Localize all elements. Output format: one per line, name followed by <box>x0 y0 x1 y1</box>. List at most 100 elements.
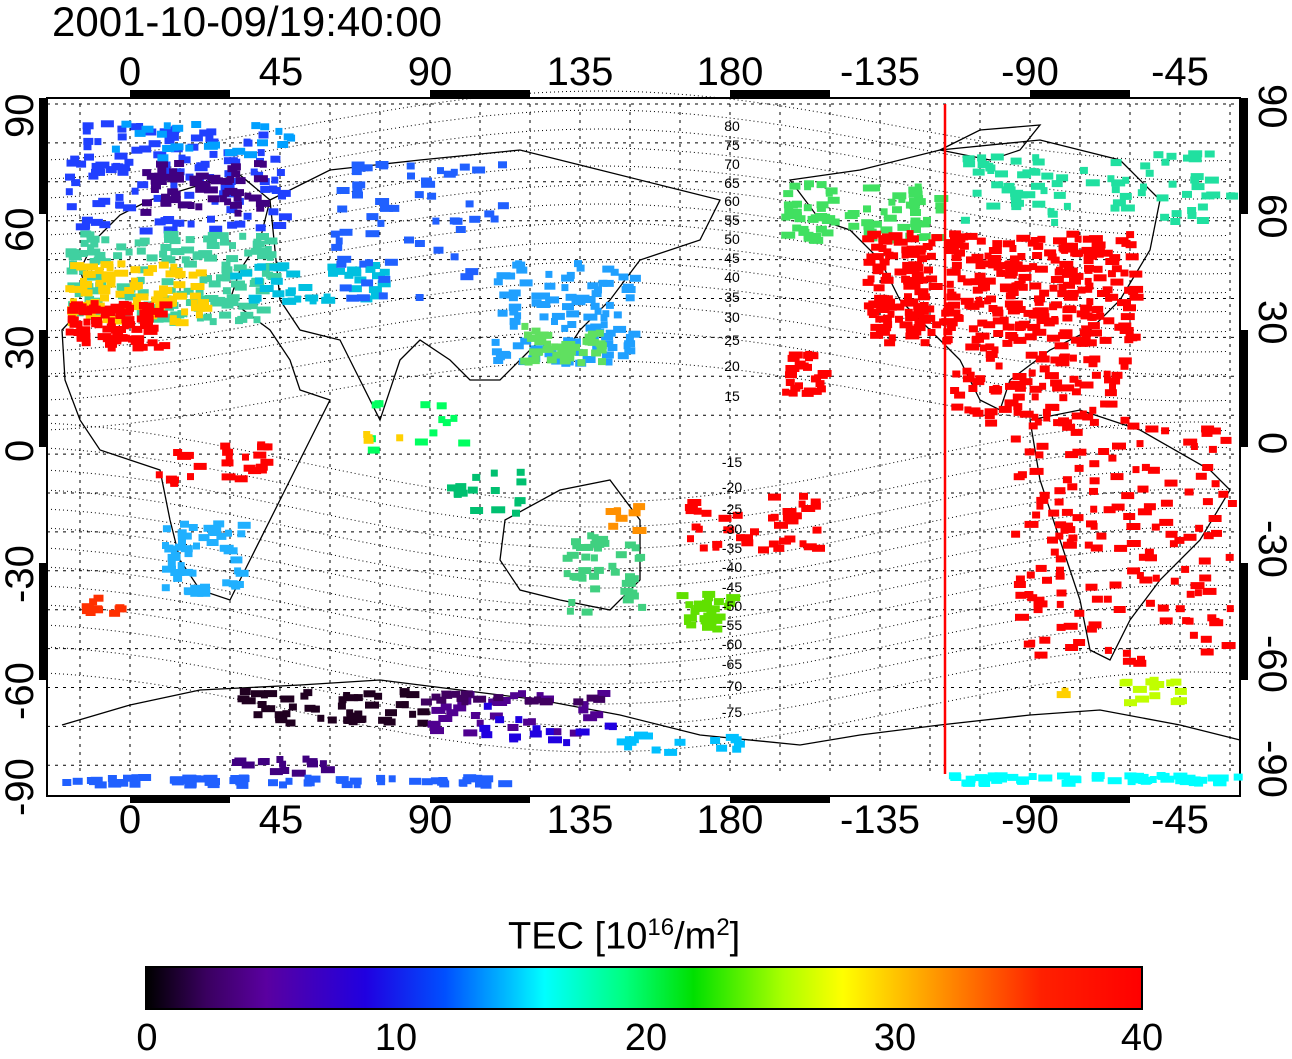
tec-cell <box>404 236 414 244</box>
tec-cell <box>1127 422 1140 430</box>
mlat-contour <box>46 584 1228 666</box>
tec-cell <box>1051 219 1059 226</box>
tec-cell <box>470 507 484 514</box>
tec-cell <box>174 160 185 167</box>
tec-cell <box>1036 502 1044 510</box>
tec-cell <box>1034 651 1048 659</box>
tec-cell <box>1199 776 1208 784</box>
tec-cell <box>990 387 1002 395</box>
tec-cell <box>687 499 702 506</box>
tec-cell <box>913 303 922 311</box>
tec-cell <box>571 298 586 306</box>
tec-cell <box>1058 332 1073 340</box>
tec-cell <box>195 311 203 319</box>
tec-cell <box>548 736 562 744</box>
tec-cell <box>948 291 957 299</box>
tec-cell <box>901 251 909 259</box>
tec-cell <box>406 691 420 699</box>
tec-cell <box>1115 237 1129 245</box>
tec-cell <box>321 296 336 304</box>
tec-cell <box>1019 410 1034 418</box>
tec-cell <box>1118 322 1132 330</box>
tec-cell <box>551 357 566 365</box>
tec-cell <box>1182 190 1192 198</box>
tec-cell <box>509 317 521 325</box>
tec-cell <box>972 286 983 294</box>
tec-cell <box>910 217 921 225</box>
mlat-label: -40 <box>721 559 743 575</box>
tec-cell <box>1056 174 1069 182</box>
tec-cell <box>699 604 710 612</box>
tec-cell <box>782 388 790 396</box>
tec-cell <box>195 203 203 211</box>
tec-cell <box>870 331 884 339</box>
tec-cell <box>1036 596 1045 604</box>
tec-cell <box>100 311 110 319</box>
tec-cell <box>704 594 713 602</box>
tec-cell <box>990 255 998 263</box>
tec-cell <box>479 724 491 732</box>
tec-cell <box>115 193 124 201</box>
tec-cell <box>676 592 689 600</box>
tec-cell <box>774 521 788 529</box>
tec-cell <box>977 161 990 168</box>
tec-cell <box>684 504 698 511</box>
mlat-contour <box>46 165 1228 237</box>
tec-cell <box>258 131 269 139</box>
tec-cell <box>285 719 296 727</box>
tec-cell <box>207 195 220 203</box>
tec-cell <box>545 728 554 736</box>
tec-cell <box>583 313 598 321</box>
tec-cell <box>279 760 287 768</box>
tec-cell <box>985 419 998 427</box>
tec-cell <box>1107 777 1122 785</box>
tec-cell <box>1066 538 1074 546</box>
tec-cell <box>1099 336 1112 344</box>
tec-cell <box>417 719 429 727</box>
tec-cell <box>311 775 321 783</box>
tec-cell <box>286 270 301 278</box>
tec-cell <box>1036 442 1049 450</box>
tec-cell <box>224 149 237 157</box>
tec-cell <box>1064 776 1076 784</box>
tec-cell <box>175 543 184 551</box>
tec-cell <box>909 328 922 336</box>
tec-cell <box>231 189 244 197</box>
tec-cell <box>209 225 223 233</box>
tec-cell <box>1093 243 1105 251</box>
tec-cell <box>90 218 103 226</box>
mlat-label: 30 <box>724 309 740 325</box>
tec-cell <box>964 301 974 309</box>
tec-cell <box>430 777 442 785</box>
tec-cell <box>1055 572 1065 580</box>
tec-cell <box>184 588 197 596</box>
tec-cell <box>982 277 996 285</box>
tec-cell <box>530 697 539 705</box>
tec-cell <box>1226 605 1234 613</box>
tec-cell <box>1054 498 1064 506</box>
tec-cell <box>702 623 713 631</box>
tec-cell <box>132 344 144 352</box>
tec-cell <box>1102 286 1113 294</box>
tec-cell <box>976 237 986 245</box>
tec-cell <box>910 209 921 216</box>
tec-cell <box>163 226 178 234</box>
tec-cell <box>209 150 218 158</box>
tec-cell <box>1009 245 1017 252</box>
tec-cell <box>117 125 127 133</box>
tec-cell <box>1012 393 1025 401</box>
tec-cell <box>1220 436 1232 444</box>
tec-cell <box>230 163 241 171</box>
tec-cell <box>572 542 580 550</box>
tec-cell <box>1216 774 1229 782</box>
tec-cell <box>241 761 255 769</box>
tec-cell <box>1031 182 1045 190</box>
mlat-label: 25 <box>724 332 740 348</box>
tec-cell <box>984 412 995 420</box>
tec-cell <box>239 688 251 695</box>
tec-cell <box>209 318 217 326</box>
tec-cell <box>282 710 291 718</box>
tec-cell <box>1168 180 1177 188</box>
tec-cell <box>817 370 832 377</box>
